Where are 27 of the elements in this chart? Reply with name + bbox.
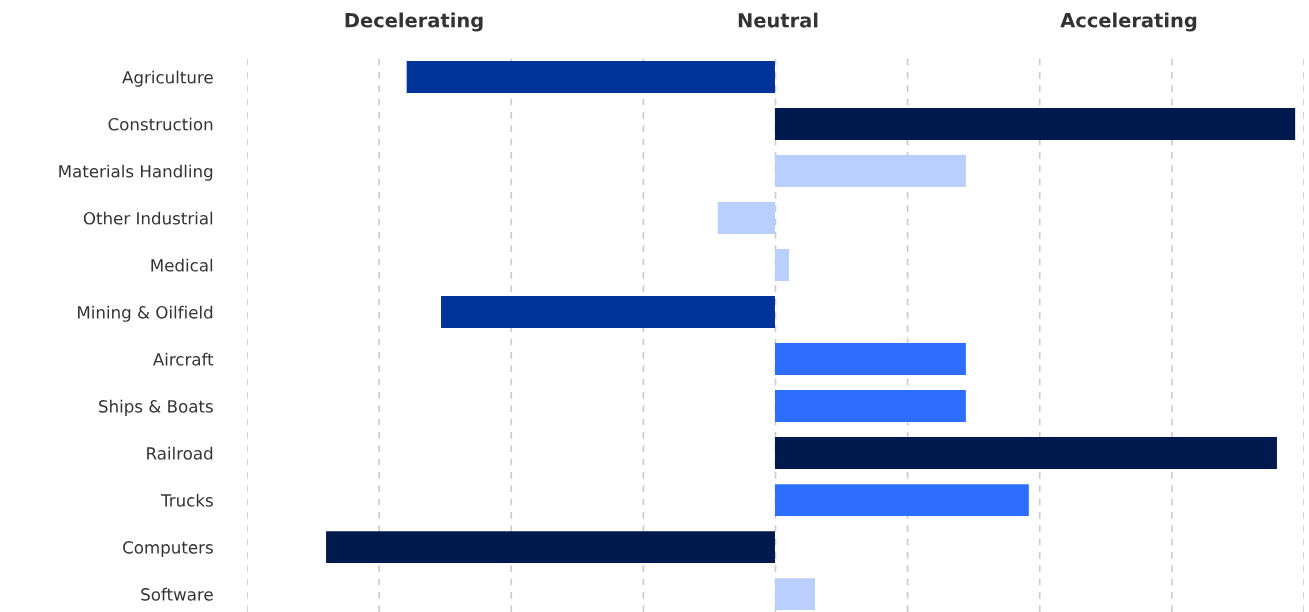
bar — [774, 578, 816, 611]
y-tick-label: Software — [141, 587, 213, 601]
y-tick-label: Computers — [123, 541, 213, 557]
y-tick-label: Other Industrial — [83, 211, 213, 225]
y-tick-label: Aircraft — [152, 352, 214, 366]
bar — [774, 155, 966, 188]
bar — [406, 61, 775, 93]
bar — [774, 390, 966, 423]
bar — [774, 343, 966, 376]
bar — [774, 108, 1296, 140]
bar — [774, 437, 1277, 470]
text: Accelerating — [1060, 12, 1197, 32]
bar — [326, 531, 775, 564]
y-tick-label: Mining & Oilfield — [78, 305, 213, 322]
bar — [717, 202, 775, 235]
bar — [774, 484, 1029, 517]
y-tick-label: Medical — [151, 258, 213, 272]
y-tick-label: Railroad — [147, 446, 213, 460]
bar — [441, 296, 775, 329]
text: Decelerating — [345, 12, 483, 32]
y-tick-label: Agriculture — [122, 70, 213, 87]
bar — [774, 249, 790, 282]
y-tick-label: Materials Handling — [59, 164, 213, 181]
y-tick-label: Ships & Boats — [99, 399, 213, 416]
y-tick-label: Trucks — [160, 493, 213, 507]
y-tick-label: Construction — [108, 117, 213, 131]
text: Neutral — [738, 12, 818, 28]
